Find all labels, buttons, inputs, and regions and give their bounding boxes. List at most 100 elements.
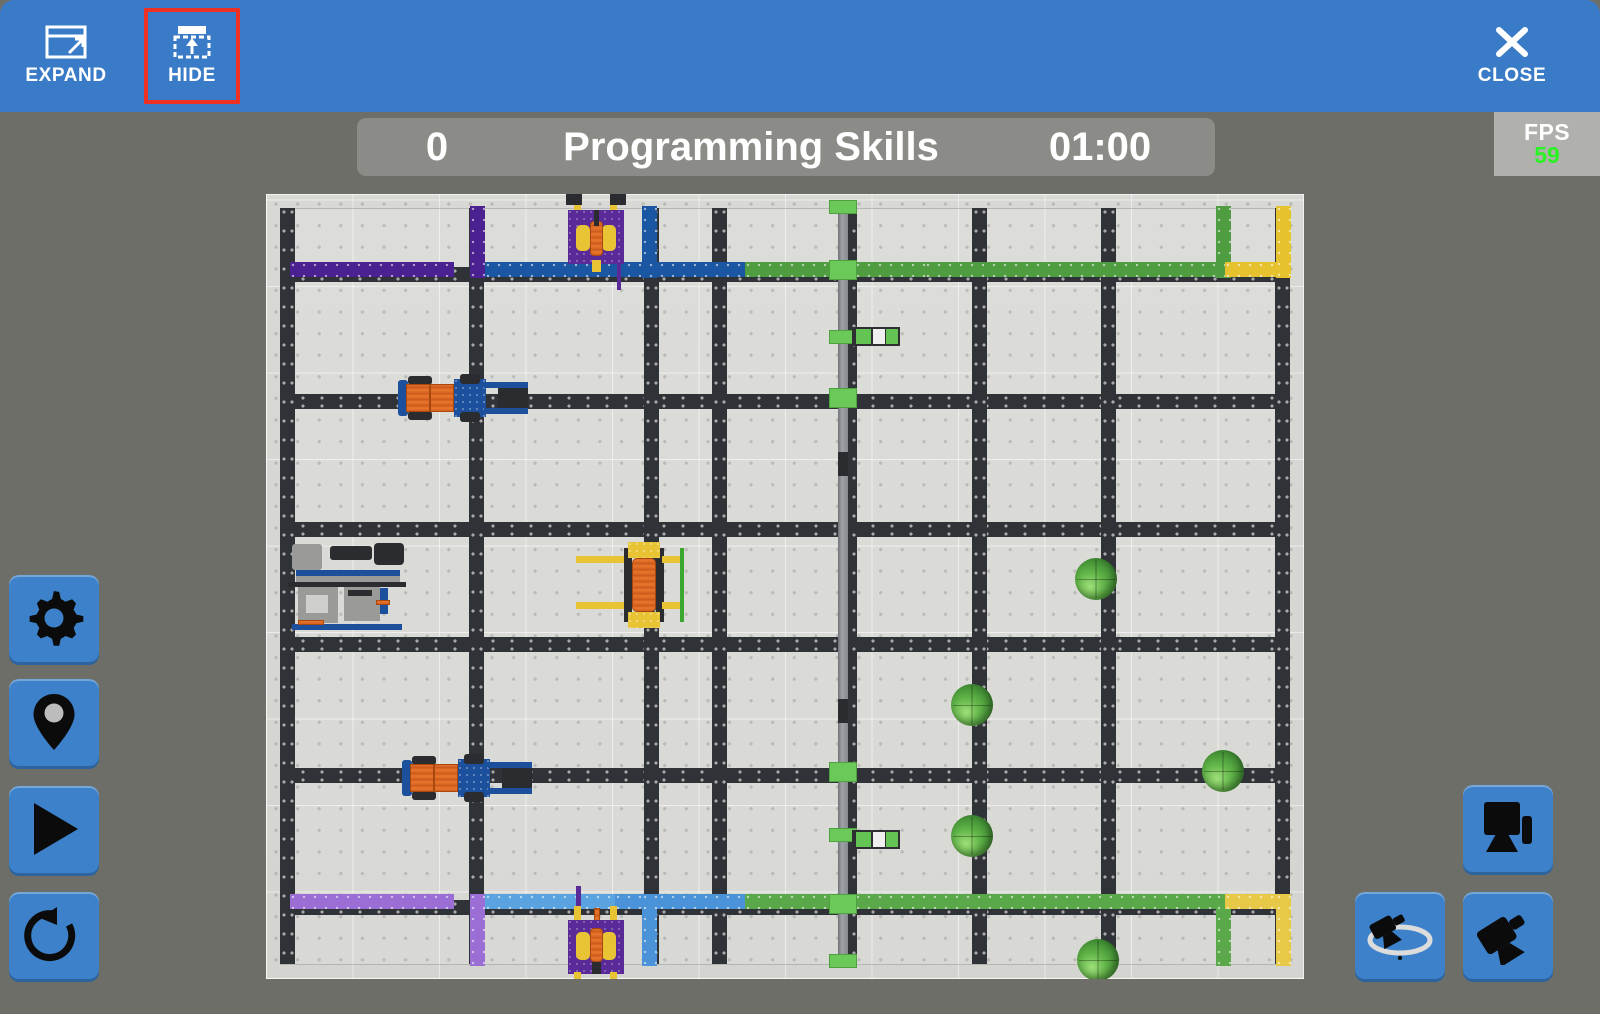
camera-orbit-icon bbox=[1366, 904, 1434, 971]
camera-orbit-button[interactable] bbox=[1355, 892, 1445, 982]
robot-side-roller bbox=[576, 225, 590, 251]
robot-tail bbox=[576, 886, 581, 914]
robot-blue-lower-left[interactable] bbox=[402, 754, 532, 802]
location-button[interactable] bbox=[9, 679, 99, 769]
camera-tilt-icon bbox=[1476, 905, 1539, 970]
robot-arm-bar bbox=[610, 906, 617, 920]
game-ball[interactable] bbox=[1075, 558, 1117, 600]
fps-label: FPS bbox=[1524, 119, 1570, 145]
robot-sensor bbox=[566, 194, 582, 205]
robot-wheel-assembly bbox=[374, 543, 404, 565]
scoring-bar-blue-bottom-2 bbox=[615, 894, 745, 909]
robot-wheel-mount bbox=[402, 760, 412, 796]
field-bar-v bbox=[712, 208, 727, 964]
robot-tail bbox=[617, 264, 621, 290]
robot-blue-upper-left[interactable] bbox=[398, 374, 528, 422]
camera-free-button[interactable] bbox=[1463, 892, 1553, 982]
robot-wheel bbox=[460, 374, 480, 384]
robot-side-roller bbox=[576, 932, 590, 960]
pipe-clamp bbox=[829, 200, 857, 214]
scoring-bar-blue-bottom bbox=[485, 894, 615, 909]
gear-icon bbox=[23, 587, 85, 654]
play-button[interactable] bbox=[9, 786, 99, 876]
robot-frame bbox=[624, 548, 632, 622]
robot-indicator-green bbox=[680, 548, 684, 622]
robot-brain-display bbox=[306, 595, 328, 613]
field-viewport[interactable] bbox=[266, 194, 1304, 979]
robot-brain-module bbox=[292, 544, 322, 570]
pipe-clamp bbox=[829, 894, 857, 914]
field-bar-h bbox=[280, 394, 1290, 409]
robot-wheel bbox=[460, 412, 480, 422]
center-pipe bbox=[838, 206, 848, 966]
center-pipe-block bbox=[838, 452, 848, 476]
robot-wheel bbox=[408, 411, 432, 420]
fps-panel: FPS 59 bbox=[1494, 112, 1600, 176]
robot-intake-roller bbox=[406, 384, 430, 412]
robot-chassis-plate bbox=[454, 379, 486, 417]
scoring-bar-yellow-bottom bbox=[1225, 894, 1291, 909]
robot-arm-bar bbox=[576, 556, 624, 563]
robot-wheel-mount bbox=[398, 380, 408, 416]
robot-arm-bar bbox=[662, 556, 684, 563]
field-bar-v bbox=[972, 208, 987, 964]
game-ball[interactable] bbox=[1202, 750, 1244, 792]
robot-intake-roller bbox=[590, 221, 603, 256]
robot-intake-roller bbox=[590, 928, 603, 962]
scoring-bar-purple-bottom-vert bbox=[470, 894, 485, 966]
camera-fixed-button[interactable] bbox=[1463, 785, 1553, 875]
scoreboard: 0 Programming Skills 01:00 bbox=[357, 118, 1215, 176]
field-bar-v bbox=[280, 208, 295, 964]
hide-button[interactable]: HIDE bbox=[144, 8, 240, 104]
scoring-bar-purple-bottom bbox=[290, 894, 454, 909]
top-toolbar: EXPAND HIDE CLOSE bbox=[0, 0, 1600, 112]
robot-mast bbox=[594, 210, 599, 226]
close-button-label: CLOSE bbox=[1477, 65, 1547, 86]
hide-button-label: HIDE bbox=[168, 65, 216, 86]
scoring-bar-green-top-2 bbox=[925, 262, 1225, 277]
game-field[interactable] bbox=[266, 194, 1304, 979]
hide-panel-up-icon bbox=[171, 25, 213, 59]
field-sensor-block-green bbox=[856, 329, 871, 344]
field-sensor-block-white bbox=[873, 832, 885, 847]
robot-wheel bbox=[412, 791, 436, 800]
pipe-clamp bbox=[829, 762, 857, 782]
scoring-bar-yellow-bottom-vert bbox=[1276, 894, 1291, 966]
robot-intake-roller bbox=[298, 620, 324, 625]
close-button[interactable]: CLOSE bbox=[1464, 8, 1560, 104]
robot-purple-bottom[interactable] bbox=[566, 886, 630, 979]
scoring-bar-yellow-top bbox=[1225, 262, 1291, 277]
robot-arm bbox=[488, 788, 532, 794]
scoring-bar-green-bottom-vert bbox=[1216, 894, 1231, 966]
field-bar-v bbox=[469, 208, 484, 964]
robot-grey-left[interactable] bbox=[278, 540, 406, 630]
expand-button-label: EXPAND bbox=[25, 65, 107, 86]
reset-button[interactable] bbox=[9, 892, 99, 982]
expand-window-icon bbox=[45, 25, 87, 59]
pipe-clamp bbox=[829, 388, 857, 408]
robot-battery bbox=[330, 546, 372, 560]
robot-frame bbox=[656, 548, 664, 622]
field-bar-v bbox=[1275, 208, 1290, 964]
robot-intake-roller bbox=[430, 384, 454, 412]
robot-yellow-center[interactable] bbox=[576, 540, 684, 630]
scoring-bar-blue-top-vert bbox=[642, 206, 657, 278]
robot-top-plate bbox=[628, 542, 660, 558]
field-bar-h bbox=[280, 768, 1290, 783]
settings-button[interactable] bbox=[9, 575, 99, 665]
robot-intake-roller bbox=[434, 764, 458, 792]
robot-bottom-plate bbox=[628, 612, 660, 628]
game-ball[interactable] bbox=[1077, 939, 1119, 979]
scoring-bar-green-bottom bbox=[745, 894, 1225, 909]
robot-arm-bar bbox=[576, 602, 624, 609]
robot-rail-light bbox=[296, 576, 400, 582]
robot-purple-top[interactable] bbox=[566, 194, 626, 290]
robot-side-roller bbox=[602, 225, 616, 251]
robot-arm bbox=[484, 382, 528, 388]
scoring-bar-purple-top bbox=[290, 262, 454, 277]
game-ball[interactable] bbox=[951, 684, 993, 726]
expand-button[interactable]: EXPAND bbox=[18, 8, 114, 104]
robot-intake-roller bbox=[410, 764, 434, 792]
game-ball[interactable] bbox=[951, 815, 993, 857]
map-pin-icon bbox=[31, 691, 77, 758]
